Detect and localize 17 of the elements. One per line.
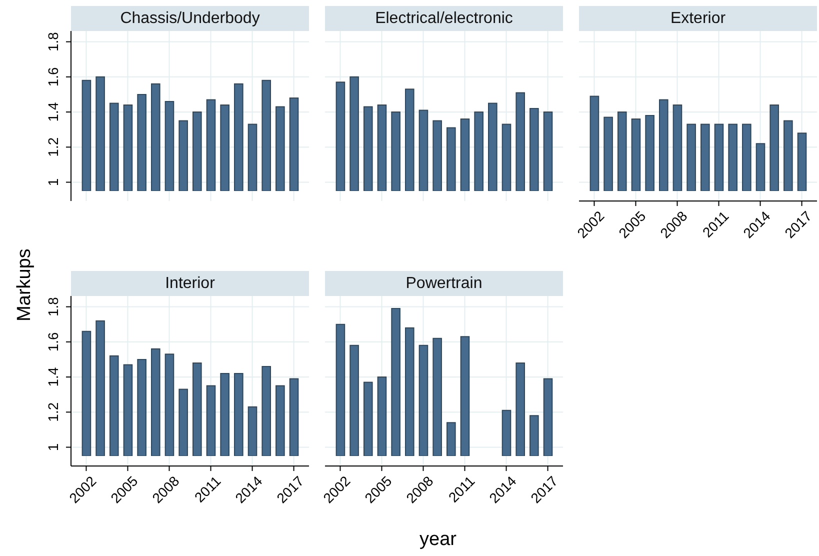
y-tick-label: 1.6 [45, 332, 61, 352]
y-tick-label: 1.2 [45, 137, 61, 157]
y-tick-label: 1.6 [45, 66, 61, 87]
y-tick-label: 1 [45, 443, 61, 452]
chart-title: Electrical/electronic [325, 6, 563, 31]
y-tick-label: 1.4 [45, 367, 61, 387]
chart-title: Powertrain [325, 271, 563, 296]
y-tick-label: 1 [45, 178, 61, 186]
y-tick-label: 1.8 [45, 296, 61, 317]
chart-title: Exterior [579, 6, 817, 31]
y-axis-title: Markups [14, 248, 36, 322]
chart-title: Interior [71, 271, 309, 296]
chart-title: Chassis/Underbody [71, 6, 309, 31]
x-axis-title: year [420, 529, 456, 551]
y-tick-label: 1.4 [45, 102, 61, 122]
y-tick-label: 1.8 [45, 32, 61, 52]
y-tick-label: 1.2 [45, 402, 61, 422]
